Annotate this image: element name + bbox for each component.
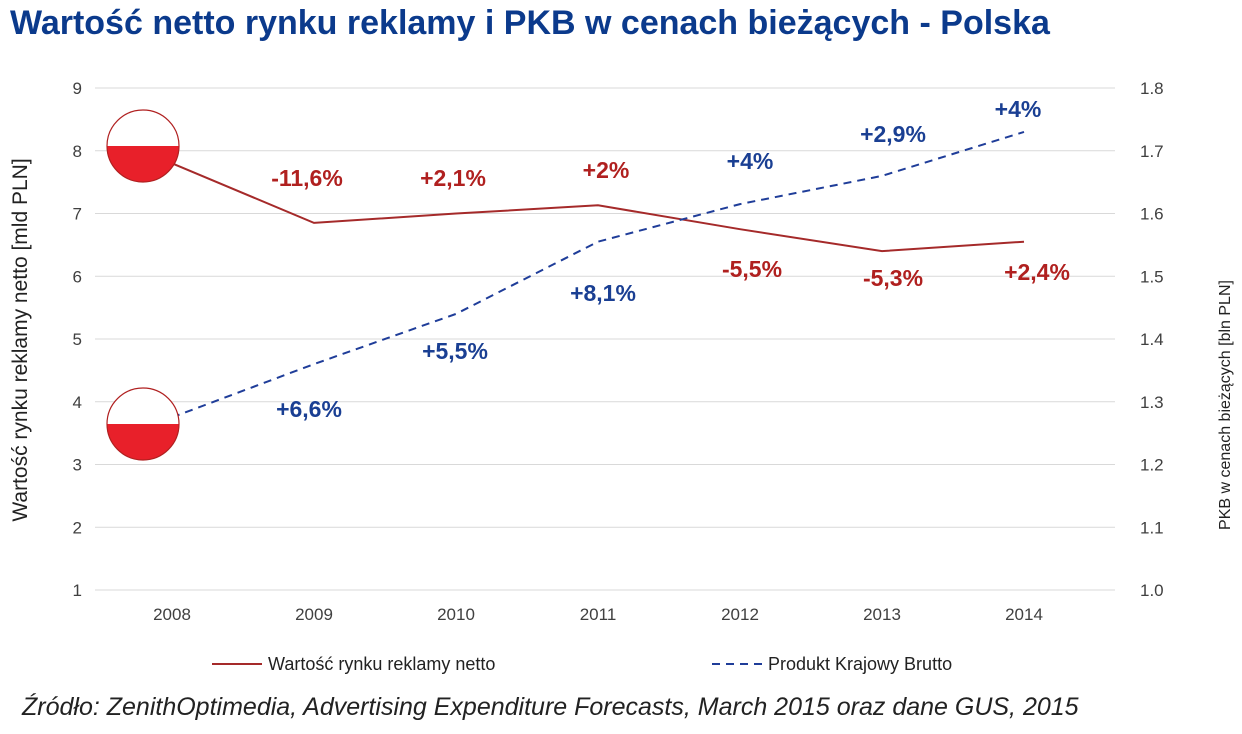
gdp-change-label: +5,5% xyxy=(422,338,488,364)
flag-outline xyxy=(106,109,180,183)
right-tick-label: 1.4 xyxy=(1140,330,1164,349)
x-tick-label: 2008 xyxy=(153,605,191,624)
flag-outline xyxy=(106,387,180,461)
poland-flag-icon-gdp xyxy=(106,387,180,461)
gdp-change-label: +2,9% xyxy=(860,121,926,147)
source-note: Źródło: ZenithOptimedia, Advertising Exp… xyxy=(22,693,1079,721)
right-axis-title: PKB w cenach bieżących [bln PLN] xyxy=(1217,280,1234,530)
right-tick-label: 1.0 xyxy=(1140,581,1164,600)
left-tick-label: 2 xyxy=(73,518,82,537)
gdp-change-label: +8,1% xyxy=(570,280,636,306)
left-tick-label: 1 xyxy=(73,581,82,600)
right-tick-label: 1.7 xyxy=(1140,142,1164,161)
left-tick-label: 9 xyxy=(73,79,82,98)
right-tick-label: 1.6 xyxy=(1140,205,1164,224)
change-labels: -11,6% +2,1% +2% -5,5% -5,3% +2,4% +6,6% +5,5% +… xyxy=(271,96,1070,422)
flag-red-half xyxy=(107,146,179,182)
right-tick-label: 1.3 xyxy=(1140,393,1164,412)
x-tick-label: 2011 xyxy=(580,605,617,624)
poland-flag-icon-ad-market xyxy=(106,109,180,183)
gdp-change-label: +4% xyxy=(727,148,774,174)
page-title: Wartość netto rynku reklamy i PKB w cena… xyxy=(10,4,1050,42)
series-ad-market-line xyxy=(171,162,1025,253)
x-tick-label: 2012 xyxy=(721,605,759,624)
ad-market-change-label: +2,1% xyxy=(420,165,486,191)
x-tick-label: 2013 xyxy=(863,605,901,624)
ad-market-change-label: -5,5% xyxy=(722,256,782,282)
flag-red-half xyxy=(107,424,179,460)
x-tick-label: 2014 xyxy=(1005,605,1043,624)
right-tick-label: 1.8 xyxy=(1140,79,1164,98)
legend-label-gdp: Produkt Krajowy Brutto xyxy=(768,654,952,674)
ad-market-change-label: +2,4% xyxy=(1004,259,1070,285)
gdp-change-label: +4% xyxy=(995,96,1042,122)
left-tick-label: 3 xyxy=(73,456,82,475)
x-tick-label: 2010 xyxy=(437,605,475,624)
left-tick-label: 4 xyxy=(73,393,82,412)
grid-lines xyxy=(95,87,1115,591)
legend-label-ad-market: Wartość rynku reklamy netto xyxy=(268,654,495,674)
left-tick-label: 7 xyxy=(73,205,82,224)
x-tick-label: 2009 xyxy=(295,605,333,624)
left-tick-label: 5 xyxy=(73,330,82,349)
series-layer xyxy=(171,130,1025,419)
right-tick-label: 1.2 xyxy=(1140,456,1164,475)
ad-market-change-label: +2% xyxy=(583,157,630,183)
left-tick-label: 8 xyxy=(73,142,82,161)
right-tick-label: 1.5 xyxy=(1140,267,1164,286)
flag-markers xyxy=(106,109,180,461)
left-axis-title: Wartość rynku reklamy netto [mld PLN] xyxy=(9,158,32,521)
legend: Wartość rynku reklamy netto Produkt Kraj… xyxy=(212,654,952,674)
right-axis-ticks: 1.0 1.1 1.2 1.3 1.4 1.5 1.6 1.7 1.8 xyxy=(1140,79,1164,600)
chart: 1 2 3 4 5 6 7 8 9 1.0 1.1 1.2 1.3 1.4 1.5 1.6 1.7 1.8 20… xyxy=(9,79,1234,674)
left-tick-label: 6 xyxy=(73,267,82,286)
gdp-change-label: +6,6% xyxy=(276,396,342,422)
left-axis-ticks: 1 2 3 4 5 6 7 8 9 xyxy=(73,79,82,600)
ad-market-change-label: -11,6% xyxy=(271,165,343,191)
x-axis-ticks: 2008 2009 2010 2011 2012 2013 2014 xyxy=(153,605,1043,624)
ad-market-change-label: -5,3% xyxy=(863,265,923,291)
right-tick-label: 1.1 xyxy=(1140,518,1164,537)
